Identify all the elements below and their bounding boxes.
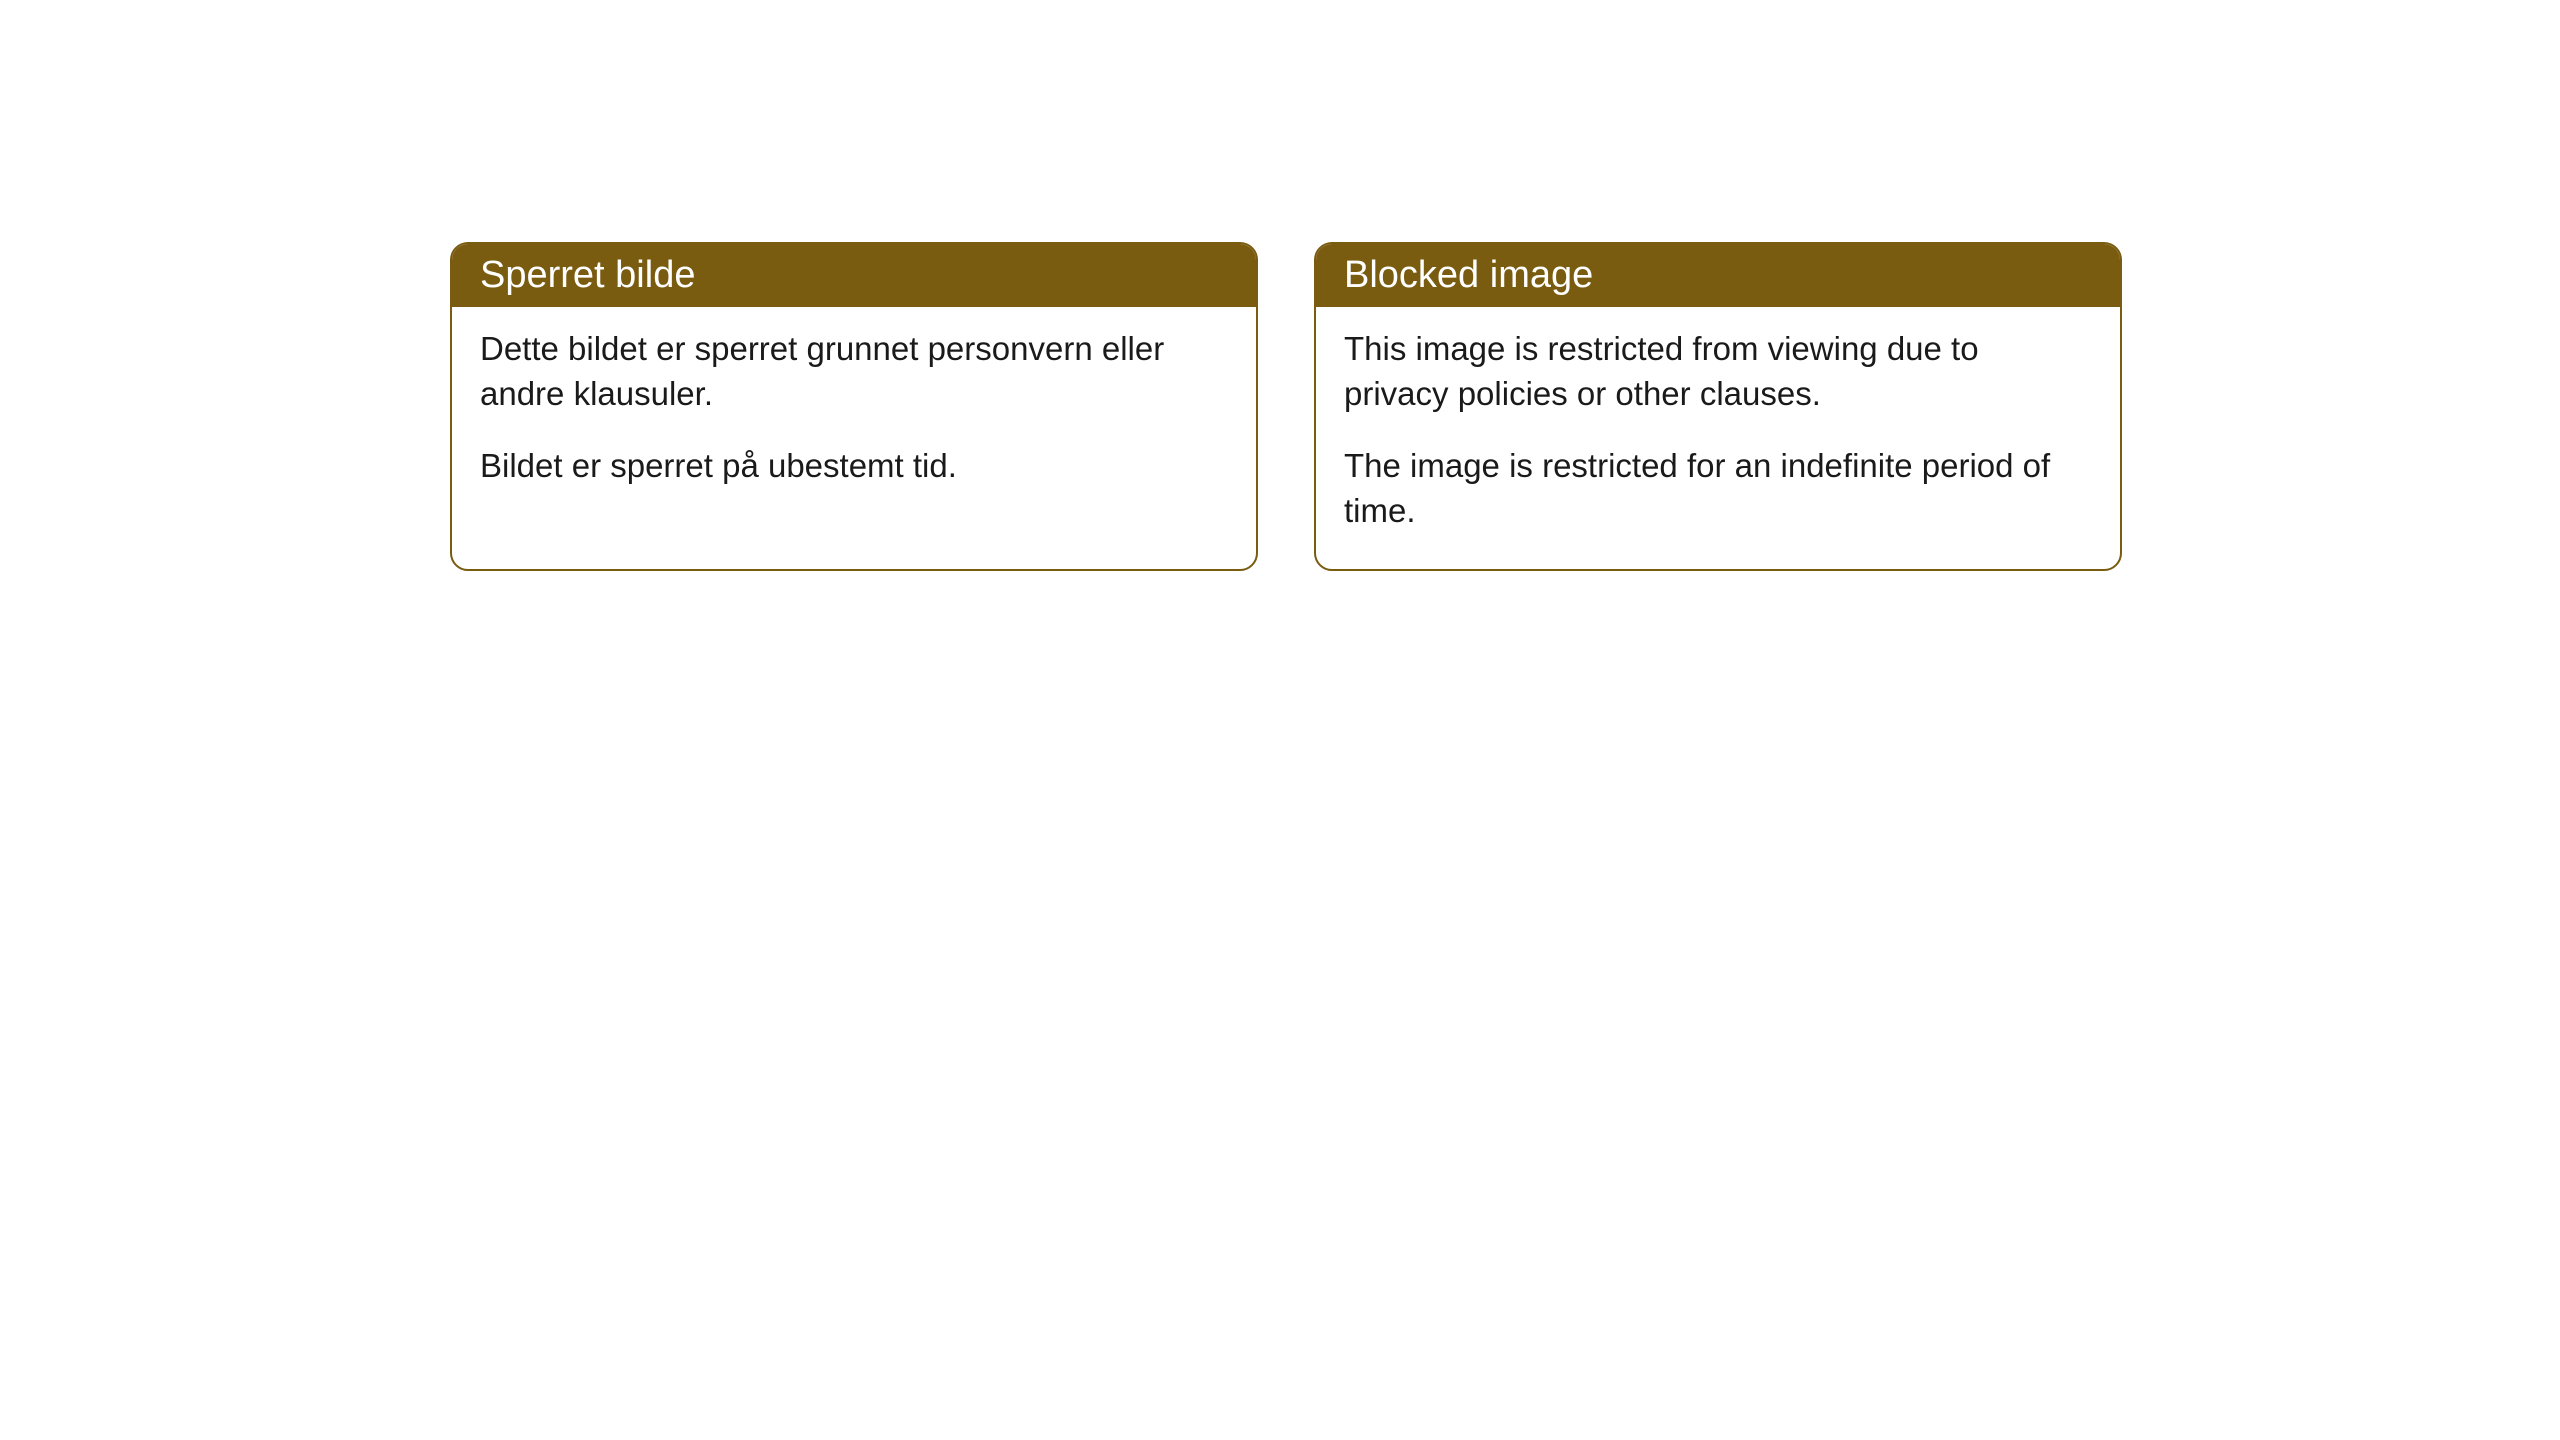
card-body: This image is restricted from viewing du… bbox=[1316, 307, 2120, 569]
card-header: Sperret bilde bbox=[452, 244, 1256, 307]
card-paragraph-2: Bildet er sperret på ubestemt tid. bbox=[480, 444, 1228, 489]
card-paragraph-1: This image is restricted from viewing du… bbox=[1344, 327, 2092, 416]
blocked-image-card-english: Blocked image This image is restricted f… bbox=[1314, 242, 2122, 571]
blocked-image-card-norwegian: Sperret bilde Dette bildet er sperret gr… bbox=[450, 242, 1258, 571]
card-paragraph-1: Dette bildet er sperret grunnet personve… bbox=[480, 327, 1228, 416]
card-title: Sperret bilde bbox=[480, 254, 695, 296]
card-title: Blocked image bbox=[1344, 254, 1593, 296]
card-header: Blocked image bbox=[1316, 244, 2120, 307]
card-paragraph-2: The image is restricted for an indefinit… bbox=[1344, 444, 2092, 533]
card-body: Dette bildet er sperret grunnet personve… bbox=[452, 307, 1256, 525]
cards-container: Sperret bilde Dette bildet er sperret gr… bbox=[0, 0, 2560, 571]
